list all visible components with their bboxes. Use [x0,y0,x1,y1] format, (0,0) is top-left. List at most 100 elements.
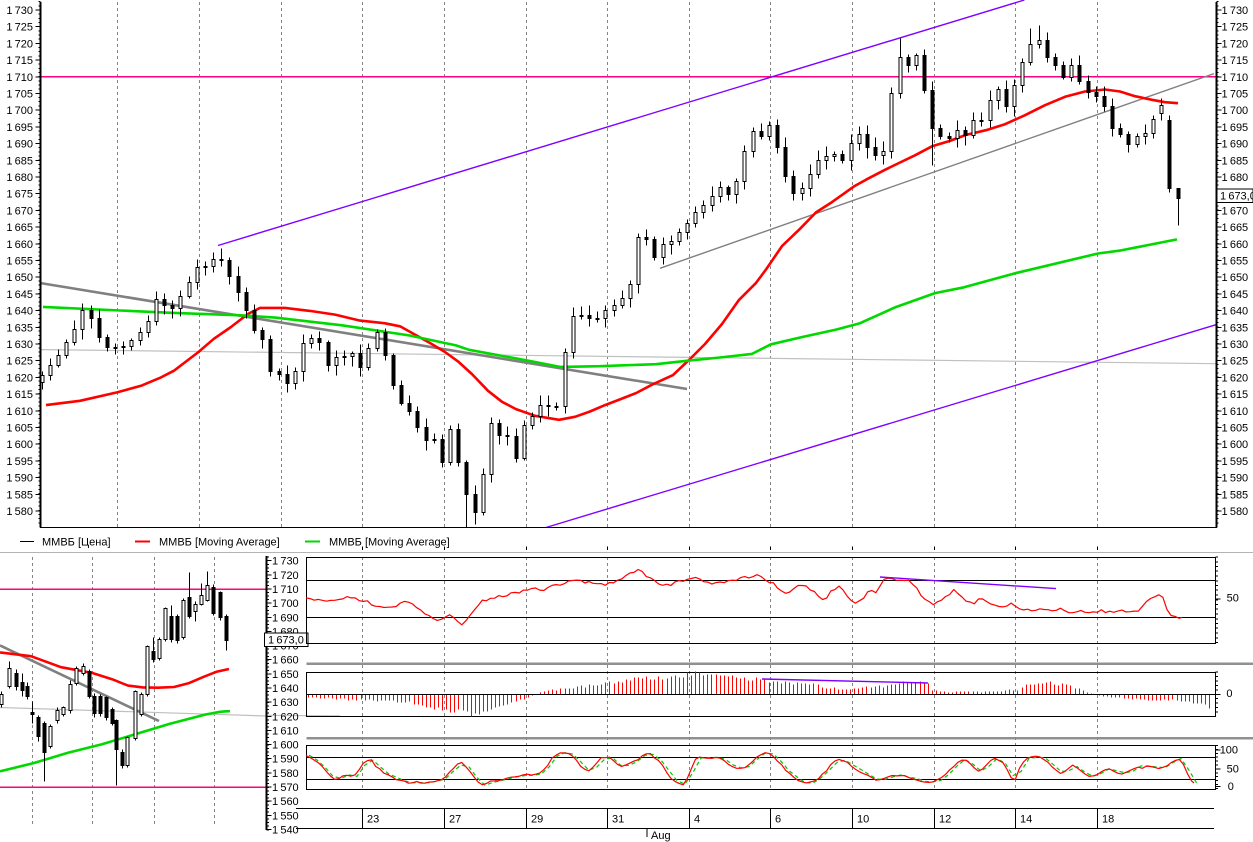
svg-text:1 655: 1 655 [6,256,33,268]
svg-text:1 640: 1 640 [272,683,299,695]
svg-text:6: 6 [775,814,781,826]
svg-text:1 730: 1 730 [272,556,299,568]
svg-text:31: 31 [612,814,624,826]
svg-text:1 600: 1 600 [6,439,33,451]
svg-text:18: 18 [1102,814,1114,826]
svg-text:Aug: Aug [651,830,671,842]
svg-text:1 670: 1 670 [6,205,33,217]
svg-text:1 625: 1 625 [6,356,33,368]
svg-text:29: 29 [531,814,543,826]
svg-text:1 605: 1 605 [6,423,33,435]
svg-text:50: 50 [1227,593,1239,605]
svg-text:1 635: 1 635 [1222,322,1249,334]
svg-text:1 685: 1 685 [6,155,33,167]
svg-text:1 570: 1 570 [272,782,299,794]
svg-text:1 675: 1 675 [6,189,33,201]
svg-text:1 715: 1 715 [1222,55,1249,67]
svg-text:1 655: 1 655 [1222,256,1249,268]
svg-text:1 585: 1 585 [1222,489,1249,501]
svg-text:1 650: 1 650 [1222,272,1249,284]
svg-text:1 580: 1 580 [1222,506,1249,518]
svg-text:ММВБ [Moving Average]: ММВБ [Moving Average] [159,537,280,549]
svg-text:1 620: 1 620 [1222,372,1249,384]
svg-text:14: 14 [1020,814,1032,826]
svg-text:1 605: 1 605 [1222,423,1249,435]
svg-text:1 625: 1 625 [1222,356,1249,368]
svg-text:1 610: 1 610 [6,406,33,418]
svg-text:1 670: 1 670 [1222,205,1249,217]
svg-text:1 680: 1 680 [6,172,33,184]
svg-text:1 680: 1 680 [1222,172,1249,184]
svg-text:1 690: 1 690 [1222,139,1249,151]
svg-text:1 630: 1 630 [1222,339,1249,351]
svg-text:1 585: 1 585 [6,489,33,501]
svg-text:1 650: 1 650 [272,669,299,681]
svg-text:1 673,0: 1 673,0 [1220,191,1253,203]
svg-text:1 700: 1 700 [1222,105,1249,117]
svg-text:ММВБ [Moving Average]: ММВБ [Moving Average] [329,537,450,549]
svg-text:1 660: 1 660 [1222,239,1249,251]
svg-text:100: 100 [1220,745,1238,757]
svg-text:1 590: 1 590 [272,754,299,766]
svg-text:1 580: 1 580 [272,768,299,780]
svg-text:1 720: 1 720 [272,570,299,582]
svg-text:1 705: 1 705 [6,89,33,101]
svg-text:1 635: 1 635 [6,322,33,334]
svg-text:1 610: 1 610 [272,725,299,737]
svg-text:1 665: 1 665 [1222,222,1249,234]
svg-text:1 615: 1 615 [6,389,33,401]
svg-text:1 620: 1 620 [272,711,299,723]
svg-text:1 600: 1 600 [1222,439,1249,451]
svg-text:0: 0 [1226,688,1232,700]
svg-text:1 610: 1 610 [1222,406,1249,418]
svg-text:50: 50 [1227,764,1239,776]
svg-text:1 595: 1 595 [6,456,33,468]
svg-text:1 640: 1 640 [1222,306,1249,318]
svg-text:1 685: 1 685 [1222,155,1249,167]
svg-text:1 590: 1 590 [6,473,33,485]
svg-text:1 715: 1 715 [6,55,33,67]
svg-text:1 700: 1 700 [6,105,33,117]
svg-text:1 695: 1 695 [1222,122,1249,134]
svg-text:1 615: 1 615 [1222,389,1249,401]
svg-text:1 660: 1 660 [272,655,299,667]
svg-text:1 690: 1 690 [6,139,33,151]
svg-text:1 540: 1 540 [272,824,299,836]
svg-text:23: 23 [367,814,379,826]
svg-text:1 620: 1 620 [6,372,33,384]
svg-text:1 550: 1 550 [272,810,299,822]
svg-text:1 600: 1 600 [272,740,299,752]
svg-text:1 645: 1 645 [1222,289,1249,301]
svg-text:1 665: 1 665 [6,222,33,234]
svg-text:1 725: 1 725 [6,22,33,34]
svg-text:1 590: 1 590 [1222,473,1249,485]
svg-text:1 710: 1 710 [272,584,299,596]
svg-text:1 730: 1 730 [1222,5,1249,17]
svg-text:ММВБ [Цена]: ММВБ [Цена] [42,537,111,549]
svg-text:1 660: 1 660 [6,239,33,251]
svg-text:27: 27 [449,814,461,826]
svg-text:12: 12 [939,814,951,826]
svg-text:1 720: 1 720 [1222,38,1249,50]
svg-text:1 725: 1 725 [1222,22,1249,34]
svg-text:1 673,0: 1 673,0 [268,635,304,647]
svg-text:1 640: 1 640 [6,306,33,318]
svg-text:10: 10 [857,814,869,826]
svg-text:1 710: 1 710 [6,72,33,84]
svg-text:0: 0 [1228,781,1234,793]
svg-text:1 730: 1 730 [6,5,33,17]
svg-text:1 720: 1 720 [6,38,33,50]
svg-text:1 650: 1 650 [6,272,33,284]
svg-text:1 700: 1 700 [272,598,299,610]
svg-text:1 630: 1 630 [6,339,33,351]
svg-text:1 560: 1 560 [272,796,299,808]
svg-text:1 690: 1 690 [272,612,299,624]
svg-text:1 630: 1 630 [272,697,299,709]
svg-text:1 705: 1 705 [1222,89,1249,101]
svg-text:1 580: 1 580 [6,506,33,518]
svg-text:1 645: 1 645 [6,289,33,301]
svg-text:1 595: 1 595 [1222,456,1249,468]
svg-text:1 710: 1 710 [1222,72,1249,84]
svg-text:4: 4 [694,814,700,826]
svg-text:1 695: 1 695 [6,122,33,134]
